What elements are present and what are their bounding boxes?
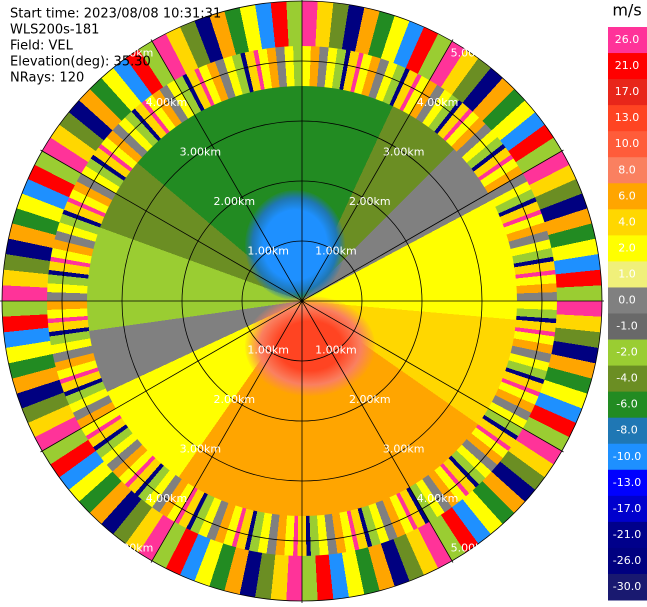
colorbar-swatch — [608, 417, 647, 445]
range-label: 2.00km — [349, 195, 391, 208]
range-label: 5.00km — [112, 46, 154, 59]
colorbar-swatch — [608, 495, 647, 523]
colorbar-swatch — [608, 261, 647, 288]
colorbar-label: 2.0 — [618, 241, 636, 254]
info-line: WLS200s-181 — [10, 23, 99, 38]
range-label: 5.00km — [451, 542, 493, 555]
colorbar-swatch — [608, 313, 647, 341]
range-label: 3.00km — [383, 145, 425, 158]
colorbar-swatch — [608, 521, 647, 549]
annotations: 1.00km 1.00km 1.00km 1.00km 2.00km 2.00km 2.00… — [10, 7, 492, 555]
colorbar-swatch — [608, 105, 647, 132]
colorbar-label: 8.0 — [618, 163, 636, 176]
colorbar-label: 6.0 — [618, 189, 636, 202]
colorbar-swatch — [608, 131, 647, 158]
colorbar-swatch — [608, 183, 647, 210]
colorbar-swatch — [608, 235, 647, 262]
info-line: Field: VEL — [10, 39, 74, 54]
range-label: 2.00km — [213, 195, 255, 208]
colorbar-label: -2.0 — [616, 346, 637, 359]
colorbar-swatch — [608, 469, 647, 497]
colorbar-label: -4.0 — [616, 372, 637, 385]
info-line: Start time: 2023/08/08 10:31:31 — [10, 7, 221, 22]
colorbar-label: 1.0 — [618, 267, 636, 280]
colorbar-label: -1.0 — [616, 320, 637, 333]
range-label: 5.00km — [451, 46, 493, 59]
range-label: 2.00km — [349, 393, 391, 406]
ppi-recede-core — [245, 296, 375, 396]
range-label: 4.00km — [417, 492, 459, 505]
range-rings — [0, 0, 604, 603]
colorbar-title: m/s — [612, 1, 641, 20]
range-label: 3.00km — [383, 443, 425, 456]
range-label: 3.00km — [180, 443, 222, 456]
colorbar-label: 21.0 — [615, 59, 640, 72]
colorbar-swatch — [608, 573, 647, 601]
colorbar-swatch — [608, 339, 647, 367]
range-label: 2.00km — [213, 393, 255, 406]
colorbar-swatch — [608, 157, 647, 184]
range-label: 4.00km — [417, 96, 459, 109]
colorbar-label: 4.0 — [618, 215, 636, 228]
colorbar-swatch — [608, 209, 647, 236]
colorbar-swatch — [608, 547, 647, 575]
info-line: NRays: 120 — [10, 71, 84, 86]
colorbar-label: -26.0 — [613, 554, 641, 567]
colorbar-label: -17.0 — [613, 502, 641, 515]
range-label: 1.00km — [247, 344, 289, 357]
colorbar-label: -13.0 — [613, 476, 641, 489]
colorbar-swatch — [608, 79, 647, 106]
range-label: 1.00km — [315, 244, 357, 257]
ppi-approach-core — [245, 190, 345, 300]
colorbar-label: 17.0 — [615, 85, 640, 98]
colorbar-label: 10.0 — [615, 137, 640, 150]
range-label: 4.00km — [146, 492, 188, 505]
colorbar-label: 13.0 — [615, 111, 640, 124]
colorbar-label: -6.0 — [616, 398, 637, 411]
info-line: Elevation(deg): 35.30 — [10, 55, 151, 70]
colorbar-swatch — [608, 287, 647, 314]
azimuth-line — [150, 39, 454, 563]
colorbar-label: 0.0 — [618, 293, 636, 306]
colorbar-label: -8.0 — [616, 424, 637, 437]
colorbar-swatch — [608, 391, 647, 419]
colorbar-swatch — [608, 443, 647, 471]
colorbar-label: 26.0 — [615, 33, 640, 46]
range-label: 3.00km — [180, 145, 222, 158]
range-label: 4.00km — [146, 96, 188, 109]
colorbar-label: -30.0 — [613, 580, 641, 593]
colorbar-swatch — [608, 27, 647, 54]
range-label: 1.00km — [315, 344, 357, 357]
range-label: 5.00km — [112, 542, 154, 555]
colorbar-swatch — [608, 53, 647, 80]
range-label: 1.00km — [247, 244, 289, 257]
colorbar: m/s 26.0 21.0 17.0 13.0 10.0 8.0 6.0 4.0 2.0 1.0 0.… — [608, 1, 647, 601]
colorbar-swatch — [608, 365, 647, 393]
colorbar-label: -21.0 — [613, 528, 641, 541]
colorbar-label: -10.0 — [613, 450, 641, 463]
